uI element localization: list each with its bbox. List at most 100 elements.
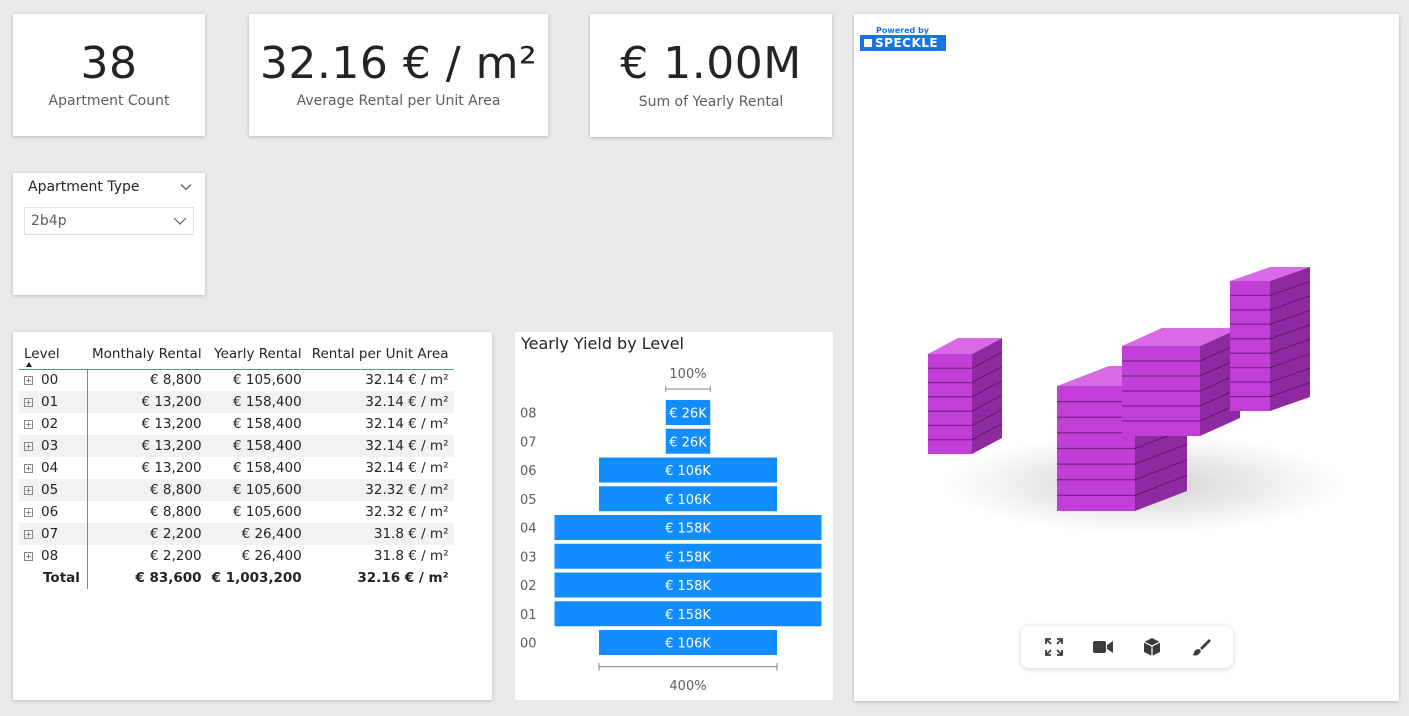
camera-icon[interactable] bbox=[1091, 635, 1115, 659]
per-area-cell: 32.14 € / m² bbox=[365, 460, 449, 476]
sort-ascending-icon bbox=[26, 361, 32, 367]
table-row[interactable]: +06 € 8,800 € 105,600 32.32 € / m² bbox=[19, 501, 454, 523]
table-row[interactable]: +03 € 13,200 € 158,400 32.14 € / m² bbox=[19, 435, 454, 457]
speckle-3d-viewer[interactable]: Powered by SPECKLE bbox=[854, 14, 1399, 701]
expand-icon[interactable]: + bbox=[24, 375, 33, 385]
total-yearly: € 1,003,200 bbox=[211, 570, 302, 586]
funnel-bar[interactable] bbox=[554, 601, 822, 627]
expand-icon[interactable]: + bbox=[24, 419, 33, 429]
tower-right bbox=[1230, 267, 1311, 411]
column-header-monthly[interactable]: Monthaly Rental bbox=[87, 340, 207, 370]
monthly-cell: € 8,800 bbox=[150, 372, 202, 389]
funnel-bar[interactable] bbox=[554, 572, 822, 598]
kpi-value: 38 bbox=[80, 37, 138, 89]
3d-model-view[interactable] bbox=[854, 14, 1399, 614]
chevron-down-icon[interactable] bbox=[179, 180, 193, 194]
slicer-title: Apartment Type bbox=[28, 179, 140, 195]
yearly-cell: € 158,400 bbox=[206, 391, 307, 413]
funnel-data-label: € 158K bbox=[665, 579, 711, 594]
kpi-label: Sum of Yearly Rental bbox=[638, 93, 784, 110]
funnel-category-label: 03 bbox=[520, 550, 537, 565]
yearly-cell: € 105,600 bbox=[232, 504, 302, 520]
kpi-card-average-rental[interactable]: 32.16 € / m² Average Rental per Unit Are… bbox=[249, 14, 548, 136]
monthly-cell: € 13,200 bbox=[141, 416, 202, 432]
expand-icon[interactable]: + bbox=[24, 507, 33, 517]
funnel-bar[interactable] bbox=[665, 400, 711, 425]
per-area-cell: 31.8 € / m² bbox=[306, 523, 454, 545]
column-header-yearly[interactable]: Yearly Rental bbox=[206, 340, 307, 370]
funnel-data-label: € 26K bbox=[669, 407, 707, 422]
funnel-bar[interactable] bbox=[554, 543, 822, 569]
column-header-per-area[interactable]: Rental per Unit Area bbox=[306, 340, 454, 370]
level-cell: +00 bbox=[19, 369, 88, 391]
building-model bbox=[928, 267, 1311, 511]
chevron-down-icon[interactable] bbox=[173, 214, 187, 228]
kpi-card-apartment-count[interactable]: 38 Apartment Count bbox=[13, 14, 205, 136]
brush-icon[interactable] bbox=[1189, 635, 1213, 659]
funnel-bar[interactable] bbox=[599, 486, 777, 512]
yearly-cell: € 105,600 bbox=[206, 479, 307, 501]
monthly-cell: € 13,200 bbox=[87, 435, 207, 457]
viewer-toolbar bbox=[1021, 626, 1233, 668]
table-row[interactable]: +05 € 8,800 € 105,600 32.32 € / m² bbox=[19, 479, 454, 501]
expand-icon[interactable]: + bbox=[24, 529, 33, 539]
rental-table: Level Monthaly Rental Yearly Rental Rent… bbox=[13, 332, 492, 700]
funnel-bar[interactable] bbox=[665, 428, 711, 454]
kpi-label: Apartment Count bbox=[48, 93, 170, 110]
kpi-value: 32.16 € / m² bbox=[259, 37, 538, 89]
yearly-cell: € 158,400 bbox=[232, 460, 302, 476]
funnel-category-label: 02 bbox=[520, 579, 537, 594]
bottom-percent-bracket bbox=[598, 662, 778, 671]
total-monthly: € 83,600 bbox=[135, 570, 202, 586]
funnel-bar[interactable] bbox=[554, 515, 822, 540]
powered-by-label: Powered by bbox=[876, 26, 929, 35]
expand-icon[interactable]: + bbox=[24, 551, 33, 561]
monthly-cell: € 2,200 bbox=[150, 548, 202, 564]
funnel-svg: 100% € 26K 08 € 26K 07 € 106K 06 € 106K 05 € 158K… bbox=[520, 367, 822, 694]
total-label: Total bbox=[19, 567, 88, 589]
slicer-dropdown[interactable]: 2b4p bbox=[24, 207, 194, 235]
funnel-category-label: 06 bbox=[520, 464, 537, 479]
table-row[interactable]: +02 € 13,200 € 158,400 32.14 € / m² bbox=[19, 413, 454, 435]
funnel-data-label: € 106K bbox=[665, 464, 711, 479]
level-cell: +05 bbox=[19, 479, 88, 501]
yearly-cell: € 158,400 bbox=[232, 416, 302, 432]
column-header-level[interactable]: Level bbox=[19, 340, 87, 370]
funnel-data-label: € 106K bbox=[665, 493, 711, 508]
funnel-category-label: 08 bbox=[520, 407, 537, 422]
per-area-cell: 32.14 € / m² bbox=[306, 391, 454, 413]
speckle-logo: SPECKLE bbox=[860, 35, 946, 51]
bottom-percent-label: 400% bbox=[669, 679, 706, 694]
table-row[interactable]: +00 € 8,800 € 105,600 32.14 € / m² bbox=[19, 369, 454, 391]
funnel-bar[interactable] bbox=[599, 630, 777, 655]
expand-icon[interactable]: + bbox=[24, 441, 33, 451]
level-cell: +07 bbox=[19, 523, 88, 545]
table-row[interactable]: +07 € 2,200 € 26,400 31.8 € / m² bbox=[19, 523, 454, 545]
yearly-cell: € 26,400 bbox=[206, 523, 307, 545]
level-cell: +06 bbox=[19, 501, 88, 523]
per-area-cell: 32.32 € / m² bbox=[365, 504, 449, 520]
slicer-selected-value: 2b4p bbox=[31, 213, 67, 229]
table-row[interactable]: +01 € 13,200 € 158,400 32.14 € / m² bbox=[19, 391, 454, 413]
expand-icon[interactable]: + bbox=[24, 463, 33, 473]
tower-left bbox=[928, 338, 1003, 454]
kpi-card-sum-yearly-rental[interactable]: € 1.00M Sum of Yearly Rental bbox=[590, 14, 832, 137]
cube-icon[interactable] bbox=[1140, 635, 1164, 659]
funnel-category-label: 00 bbox=[520, 637, 537, 652]
per-area-cell: 31.8 € / m² bbox=[373, 548, 449, 564]
expand-icon[interactable]: + bbox=[24, 485, 33, 495]
chart-title: Yearly Yield by Level bbox=[521, 334, 684, 353]
expand-icon[interactable]: + bbox=[24, 397, 33, 407]
fullscreen-icon[interactable] bbox=[1042, 635, 1066, 659]
speckle-badge[interactable]: Powered by SPECKLE bbox=[860, 26, 946, 51]
speckle-brand: SPECKLE bbox=[875, 36, 939, 50]
yearly-cell: € 158,400 bbox=[206, 435, 307, 457]
level-cell: +08 bbox=[19, 545, 88, 567]
funnel-bar[interactable] bbox=[599, 457, 777, 483]
table-row[interactable]: +04 € 13,200 € 158,400 32.14 € / m² bbox=[19, 457, 454, 479]
rental-matrix: Level Monthaly Rental Yearly Rental Rent… bbox=[19, 340, 454, 589]
table-row[interactable]: +08 € 2,200 € 26,400 31.8 € / m² bbox=[19, 545, 454, 567]
monthly-cell: € 13,200 bbox=[87, 391, 207, 413]
slicer-header[interactable]: Apartment Type bbox=[28, 179, 193, 195]
yearly-yield-funnel-chart: Yearly Yield by Level 100% € 26K 08 € 26K 07… bbox=[515, 332, 833, 700]
